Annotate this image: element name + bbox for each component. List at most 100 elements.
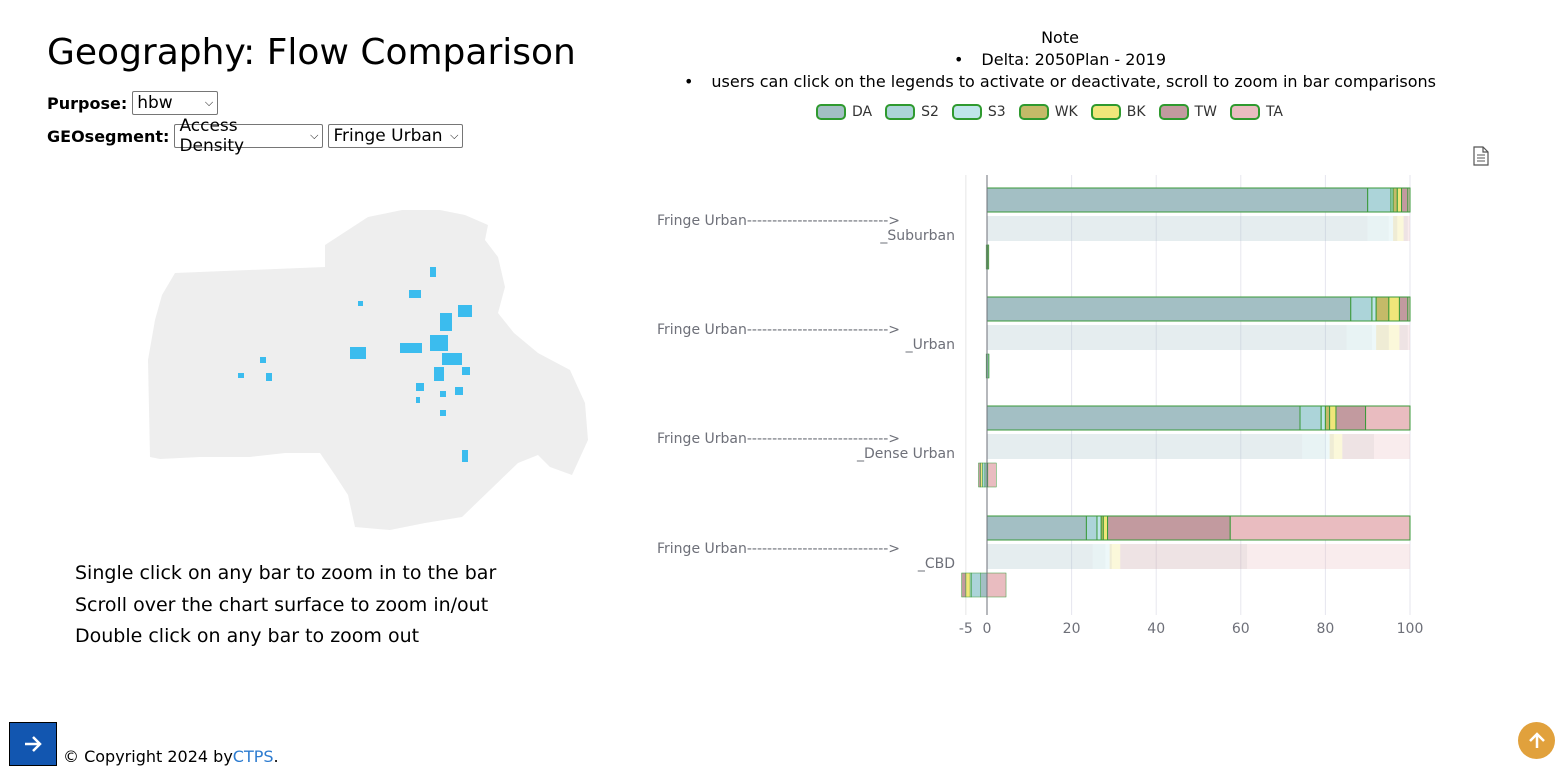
geosegment-control: GEOsegment: Access Density ⌵ Fringe Urba… (47, 116, 468, 156)
bar-2019-s3[interactable] (1371, 325, 1377, 350)
bar-delta-s2[interactable] (971, 572, 981, 598)
bar-2019-s2[interactable] (1302, 434, 1326, 459)
bar-delta-tw[interactable] (987, 244, 990, 270)
legend-label: S3 (987, 104, 1006, 120)
geosegment-select[interactable]: Access Density ⌵ (174, 116, 324, 156)
legend-swatch (1229, 104, 1260, 120)
bar-2019-tw[interactable] (1399, 325, 1408, 350)
bar-delta-tw[interactable] (978, 462, 981, 488)
bar-2050-ta[interactable] (1407, 187, 1411, 213)
legend-label: TW (1194, 104, 1217, 120)
footer: © Copyright 2024 by CTPS. (9, 722, 279, 766)
bar-2050-bk[interactable] (1329, 405, 1337, 431)
bar-2019-wk[interactable] (1393, 216, 1398, 241)
purpose-select[interactable]: hbw ⌵ (132, 91, 219, 115)
x-tick-label: -5 (959, 621, 973, 637)
legend-item-bk[interactable]: BK (1090, 104, 1146, 120)
legend-swatch (885, 104, 916, 120)
bar-2019-da[interactable] (987, 434, 1303, 459)
bar-2050-tw[interactable] (1401, 187, 1409, 213)
segment-select[interactable]: Fringe Urban ⌵ (328, 124, 464, 148)
bar-delta-s3[interactable] (988, 353, 990, 379)
bar-2019-bk[interactable] (1111, 544, 1121, 569)
bar-2050-wk[interactable] (1324, 405, 1331, 431)
bar-2019-s3[interactable] (1388, 216, 1394, 241)
bar-2019-bk[interactable] (1397, 216, 1404, 241)
legend-item-ta[interactable]: TA (1229, 104, 1283, 120)
bar-2019-wk[interactable] (1376, 325, 1389, 350)
legend-label: TA (1265, 104, 1283, 120)
bar-2019-ta[interactable] (1407, 325, 1410, 350)
instruction-line: Single click on any bar to zoom in to th… (75, 562, 497, 584)
document-icon[interactable] (1472, 146, 1490, 166)
bar-2050-bk[interactable] (1396, 187, 1403, 213)
geosegment-select-value: Access Density (179, 116, 245, 156)
bar-2050-s3[interactable] (1096, 515, 1102, 541)
bar-2019-tw[interactable] (1120, 544, 1248, 569)
bar-2050-s3[interactable] (1371, 296, 1377, 322)
bar-2050-s2[interactable] (1350, 296, 1373, 322)
copyright-text: © Copyright 2024 by (63, 747, 233, 766)
bar-2019-wk[interactable] (1109, 544, 1112, 569)
bar-2050-da[interactable] (986, 405, 1301, 431)
note-item: users can click on the legends to activa… (660, 72, 1460, 91)
legend-item-da[interactable]: DA (816, 104, 872, 120)
bar-2019-s3[interactable] (1105, 544, 1110, 569)
legend-item-wk[interactable]: WK (1018, 104, 1078, 120)
instruction-line: Double click on any bar to zoom out (75, 625, 420, 647)
legend-item-s2[interactable]: S2 (885, 104, 939, 120)
bar-2050-tw[interactable] (1335, 405, 1367, 431)
bar-2050-s3[interactable] (1320, 405, 1326, 431)
bar-2050-ta[interactable] (1229, 515, 1411, 541)
bar-delta-s2[interactable] (982, 462, 986, 488)
flow-comparison-chart[interactable]: Fringe Urban----------------------------… (640, 170, 1460, 650)
bar-2050-ta[interactable] (1407, 296, 1411, 322)
bar-2050-s2[interactable] (1367, 187, 1392, 213)
bar-2050-s2[interactable] (1299, 405, 1322, 431)
x-tick-label: 40 (1147, 621, 1165, 637)
bar-2050-da[interactable] (986, 515, 1087, 541)
bar-2019-tw[interactable] (1403, 216, 1408, 241)
next-button[interactable] (9, 722, 57, 766)
bar-2019-da[interactable] (987, 544, 1093, 569)
geosegment-label: GEOsegment: (47, 126, 170, 146)
segment-select-value: Fringe Urban (333, 126, 443, 146)
bar-2050-tw[interactable] (1107, 515, 1231, 541)
bar-2050-s2[interactable] (1085, 515, 1098, 541)
bar-2019-da[interactable] (987, 325, 1347, 350)
x-tick-label: 0 (983, 621, 992, 637)
legend-item-s3[interactable]: S3 (951, 104, 1006, 120)
ctps-link[interactable]: CTPS (232, 747, 274, 766)
back-to-top-button[interactable] (1518, 722, 1555, 759)
bar-2019-ta[interactable] (1374, 434, 1410, 459)
bar-2019-ta[interactable] (1247, 544, 1410, 569)
bar-2019-wk[interactable] (1329, 434, 1334, 459)
bar-delta-bk[interactable] (965, 572, 971, 598)
bar-2019-bk[interactable] (1388, 325, 1400, 350)
bar-2050-wk[interactable] (1392, 187, 1398, 213)
bar-2019-bk[interactable] (1333, 434, 1343, 459)
bar-delta-da[interactable] (980, 572, 988, 598)
bar-2050-ta[interactable] (1365, 405, 1411, 431)
bar-2050-da[interactable] (986, 296, 1352, 322)
bar-2019-tw[interactable] (1342, 434, 1375, 459)
bar-2019-s2[interactable] (1367, 216, 1389, 241)
bar-delta-tw[interactable] (961, 572, 967, 598)
bar-delta-ta[interactable] (986, 572, 1007, 598)
bar-2050-wk[interactable] (1375, 296, 1390, 322)
bar-2019-s2[interactable] (1346, 325, 1372, 350)
massachusetts-map[interactable] (140, 205, 600, 535)
bar-2050-bk[interactable] (1102, 515, 1109, 541)
note-item: Delta: 2050Plan - 2019 (660, 50, 1460, 69)
bar-2019-da[interactable] (987, 216, 1368, 241)
bar-2019-s3[interactable] (1325, 434, 1330, 459)
bar-2050-tw[interactable] (1398, 296, 1409, 322)
bar-2050-bk[interactable] (1388, 296, 1400, 322)
legend-item-tw[interactable]: TW (1158, 104, 1217, 120)
bar-delta-bk[interactable] (980, 462, 983, 488)
bar-2019-s2[interactable] (1092, 544, 1106, 569)
bar-2019-ta[interactable] (1407, 216, 1410, 241)
bar-2050-da[interactable] (986, 187, 1369, 213)
x-tick-label: 20 (1063, 621, 1081, 637)
bar-delta-ta[interactable] (987, 462, 997, 488)
